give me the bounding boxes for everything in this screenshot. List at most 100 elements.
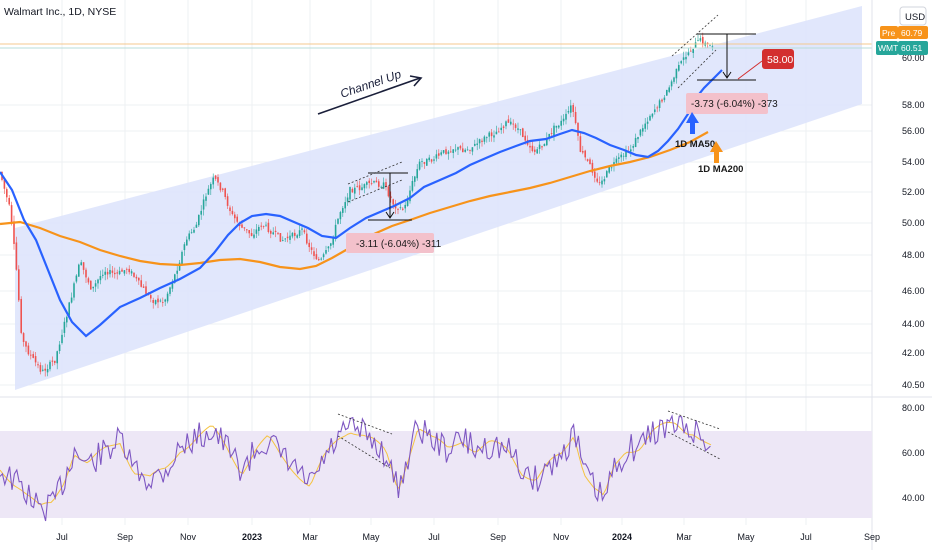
candle-body	[32, 354, 34, 358]
price-axis: 60.00 58.00 56.00 54.00 52.00 50.00 48.00 46.00…	[902, 0, 925, 390]
price-tick: 40.50	[902, 380, 925, 390]
price-tick: 56.00	[902, 126, 925, 136]
candle-body	[231, 210, 234, 215]
candle-body	[325, 250, 327, 254]
candle-body	[140, 280, 142, 287]
time-tick: Mar	[676, 532, 692, 542]
pre-value: 60.79	[901, 28, 923, 38]
price-tick: 54.00	[902, 157, 925, 167]
candle-body	[169, 287, 171, 294]
candle-body	[207, 188, 210, 195]
candle-body	[466, 149, 469, 151]
candle-body	[162, 302, 164, 303]
candle-body	[577, 122, 579, 136]
candle-body	[248, 230, 250, 234]
candle-body	[327, 246, 330, 249]
pre-value-badge	[898, 26, 928, 39]
candle-body	[351, 188, 354, 193]
candle-body	[661, 99, 663, 102]
candle-body	[246, 229, 248, 231]
candle-body	[82, 262, 85, 270]
currency-button[interactable]	[899, 6, 927, 26]
candle-body	[198, 214, 200, 226]
candle-body	[322, 254, 325, 258]
candle-body	[440, 152, 442, 155]
candle-body	[358, 185, 361, 191]
candle-body	[219, 182, 222, 191]
candle-body	[517, 128, 519, 130]
candle-body	[596, 178, 598, 182]
candle-body	[510, 121, 512, 125]
candle-body	[87, 278, 90, 283]
candle-body	[404, 204, 406, 209]
candle-body	[70, 297, 73, 303]
candle-body	[433, 159, 435, 161]
drop-label-1: -3.11 (-6.04%) -311	[356, 239, 442, 250]
candle-body	[135, 276, 138, 279]
candle-body	[229, 207, 231, 212]
price-tick: 44.00	[902, 319, 925, 329]
candle-body	[130, 271, 133, 274]
candle-body	[318, 259, 320, 261]
candle-body	[426, 158, 428, 166]
candle-body	[666, 89, 668, 96]
candle-body	[205, 196, 207, 201]
candle-body	[646, 121, 649, 124]
candle-body	[30, 354, 32, 356]
candle-body	[114, 272, 116, 275]
candle-body	[270, 230, 272, 234]
candle-body	[625, 150, 627, 157]
candle-body	[685, 56, 687, 60]
candle-body	[51, 360, 54, 362]
candle-body	[462, 148, 464, 153]
candle-body	[195, 224, 198, 228]
time-tick: Sep	[490, 532, 506, 542]
candle-body	[414, 176, 416, 182]
candle-body	[454, 149, 457, 151]
candle-body	[438, 153, 440, 156]
candle-body	[690, 50, 692, 52]
candle-body	[572, 105, 574, 112]
candle-body	[260, 225, 262, 227]
rsi-band	[0, 431, 872, 518]
candle-body	[550, 133, 553, 134]
candle-body	[320, 258, 322, 260]
candle-body	[699, 38, 702, 41]
candle-body	[121, 269, 123, 272]
candle-body	[277, 232, 279, 234]
ma50-arrow	[686, 112, 699, 134]
candle-body	[522, 128, 524, 138]
candle-body	[697, 40, 699, 42]
candle-body	[498, 131, 500, 133]
candle-body	[397, 209, 399, 210]
candle-body	[668, 87, 670, 92]
last-symbol-badge	[876, 41, 898, 55]
candle-body	[123, 270, 126, 274]
rsi-line	[0, 414, 711, 522]
candle-body	[567, 111, 570, 113]
candle-body	[541, 146, 543, 148]
candle-body	[618, 157, 620, 159]
time-tick: Sep	[117, 532, 133, 542]
candle-body	[409, 190, 411, 202]
candle-body	[421, 161, 423, 162]
ma200-label: 1D MA200	[698, 164, 743, 175]
candle-body	[116, 272, 118, 274]
candle-body	[493, 135, 495, 138]
candle-body	[313, 251, 315, 256]
candle-body	[294, 232, 296, 236]
candle-body	[584, 150, 586, 158]
candle-body	[15, 242, 18, 270]
candle-body	[382, 182, 385, 189]
candle-body	[337, 218, 339, 224]
candle-body	[212, 177, 214, 185]
candle-body	[291, 232, 294, 237]
time-tick: Mar	[302, 532, 318, 542]
candle-body	[159, 300, 162, 302]
rsi-tick: 40.00	[902, 493, 925, 503]
rsi-tick: 80.00	[902, 403, 925, 413]
price-tick: 48.00	[902, 250, 925, 260]
candle-body	[20, 298, 22, 333]
candle-body	[138, 277, 140, 281]
candle-body	[450, 151, 452, 153]
